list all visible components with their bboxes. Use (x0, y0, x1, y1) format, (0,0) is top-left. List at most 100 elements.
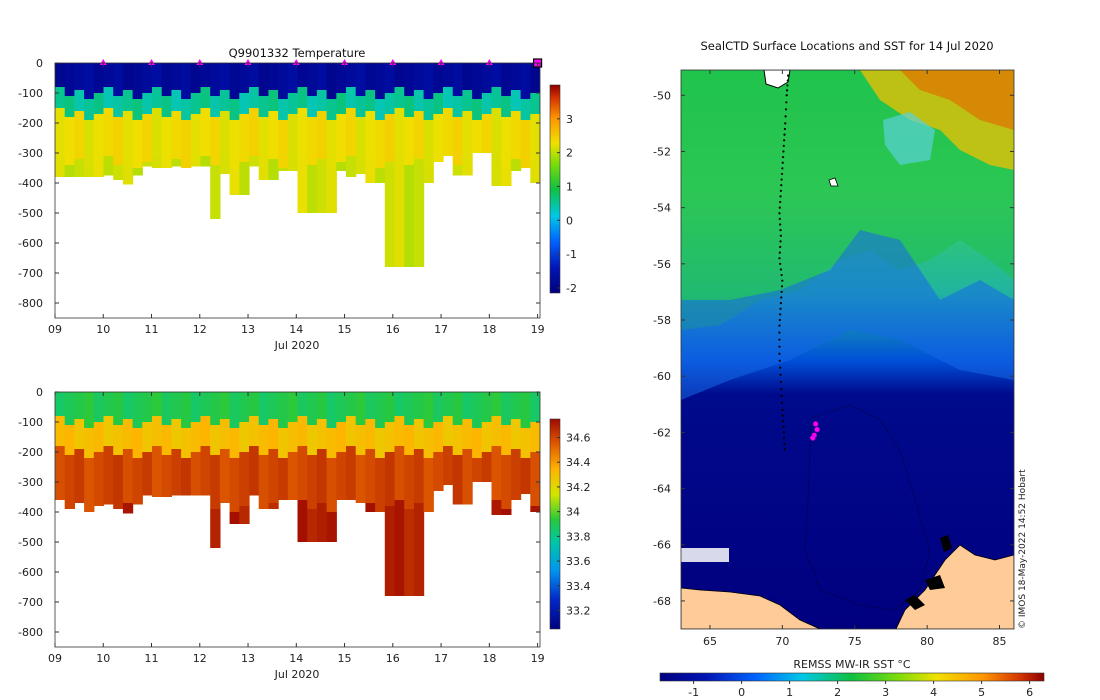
heatmap-cell (365, 90, 376, 111)
heatmap-cell (74, 392, 85, 419)
heatmap-cell (171, 159, 182, 167)
y-tick-label: 0 (36, 57, 43, 70)
heatmap-cell (452, 425, 463, 455)
colorbar-tick-label: -2 (566, 282, 577, 295)
heatmap-cell (404, 425, 415, 455)
heatmap-cell (472, 120, 483, 153)
heatmap-cell (346, 416, 357, 446)
track-point (783, 127, 786, 131)
heatmap-cell (316, 419, 328, 449)
heatmap-cell (452, 392, 463, 425)
heatmap-cell (530, 162, 540, 183)
heatmap-cell (394, 500, 405, 596)
heatmap-cell (142, 93, 153, 114)
heatmap-cell (365, 159, 376, 183)
heatmap-cell (394, 416, 405, 446)
heatmap-cell (530, 63, 540, 93)
track-point (778, 331, 781, 334)
heatmap-cell (287, 63, 299, 93)
heatmap-cell (93, 392, 105, 422)
heatmap-cell (307, 509, 318, 542)
heatmap-cell (239, 93, 250, 114)
x-tick-label: 10 (96, 323, 110, 336)
heatmap-cell (413, 503, 425, 596)
heatmap-cell (481, 452, 493, 482)
track-point (779, 262, 782, 265)
heatmap-cell (200, 156, 211, 167)
surface-marker (389, 59, 397, 65)
colorbar-tick-label: 34.2 (566, 481, 591, 494)
x-tick-label: 14 (289, 323, 303, 336)
temperature-plot-frame (54, 62, 541, 319)
sst-colorbar-tick-label: -1 (688, 686, 699, 699)
heatmap-cell (229, 458, 240, 512)
heatmap-cell (297, 392, 308, 416)
salinity-heatmap-cells (55, 392, 540, 596)
track-point (778, 212, 781, 215)
heatmap-cell (268, 449, 279, 503)
heatmap-cell (132, 428, 143, 458)
heatmap-cell (200, 63, 211, 87)
track-point (780, 394, 783, 397)
heatmap-cell (520, 63, 531, 99)
colorbar-tick-label: 3 (566, 113, 573, 126)
heatmap-cell (501, 117, 512, 165)
heatmap-cell (74, 111, 85, 159)
heatmap-cell (239, 392, 250, 422)
x-tick-label: 09 (48, 323, 62, 336)
heatmap-cell (258, 165, 269, 180)
heatmap-cell (84, 392, 95, 428)
heatmap-cell (190, 93, 202, 114)
heatmap-cell (491, 108, 502, 156)
track-point (779, 307, 782, 310)
heatmap-cell (161, 425, 172, 455)
track-point (779, 200, 782, 204)
heatmap-cell (491, 416, 502, 446)
heatmap-cell (413, 392, 425, 419)
heatmap-cell (122, 159, 134, 185)
track-point (785, 101, 788, 104)
y-tick-label: -400 (18, 177, 43, 190)
heatmap-cell (161, 96, 172, 117)
heatmap-cell (520, 428, 531, 458)
x-tick-label: 15 (338, 323, 352, 336)
heatmap-cell (103, 416, 114, 446)
temperature-heatmap-cells (55, 63, 540, 267)
heatmap-cell (433, 422, 444, 452)
track-point (778, 206, 781, 209)
heatmap-cell (510, 111, 522, 159)
heatmap-cell (55, 392, 66, 416)
heatmap-cell (239, 162, 250, 195)
sst-colorbar-tick-label: 5 (978, 686, 985, 699)
y-tick-label: -300 (18, 147, 43, 160)
heatmap-cell (152, 446, 163, 497)
track-point (782, 431, 785, 434)
colorbar-tick-label: 33.4 (566, 580, 591, 593)
heatmap-cell (74, 449, 85, 503)
surface-marker (196, 59, 204, 65)
heatmap-cell (443, 446, 454, 485)
heatmap-cell (258, 117, 269, 165)
heatmap-cell (413, 111, 425, 159)
track-point (779, 195, 782, 198)
heatmap-cell (413, 419, 425, 449)
x-tick-label: 16 (386, 652, 400, 665)
heatmap-cell (481, 63, 493, 93)
heatmap-cell (229, 99, 240, 120)
heatmap-cell (336, 63, 347, 93)
salinity-xlabel: Jul 2020 (274, 668, 320, 681)
heatmap-cell (64, 96, 75, 117)
y-tick-label: -600 (18, 237, 43, 250)
heatmap-cell (375, 120, 386, 168)
heatmap-cell (404, 509, 415, 596)
track-point (783, 133, 786, 136)
heatmap-cell (249, 416, 260, 446)
heatmap-cell (287, 93, 299, 114)
heatmap-cell (452, 455, 463, 505)
heatmap-cell (326, 99, 337, 120)
heatmap-cell (346, 446, 357, 500)
salinity-colorbar (549, 418, 561, 630)
track-point (778, 359, 781, 362)
heatmap-cell (452, 117, 463, 165)
